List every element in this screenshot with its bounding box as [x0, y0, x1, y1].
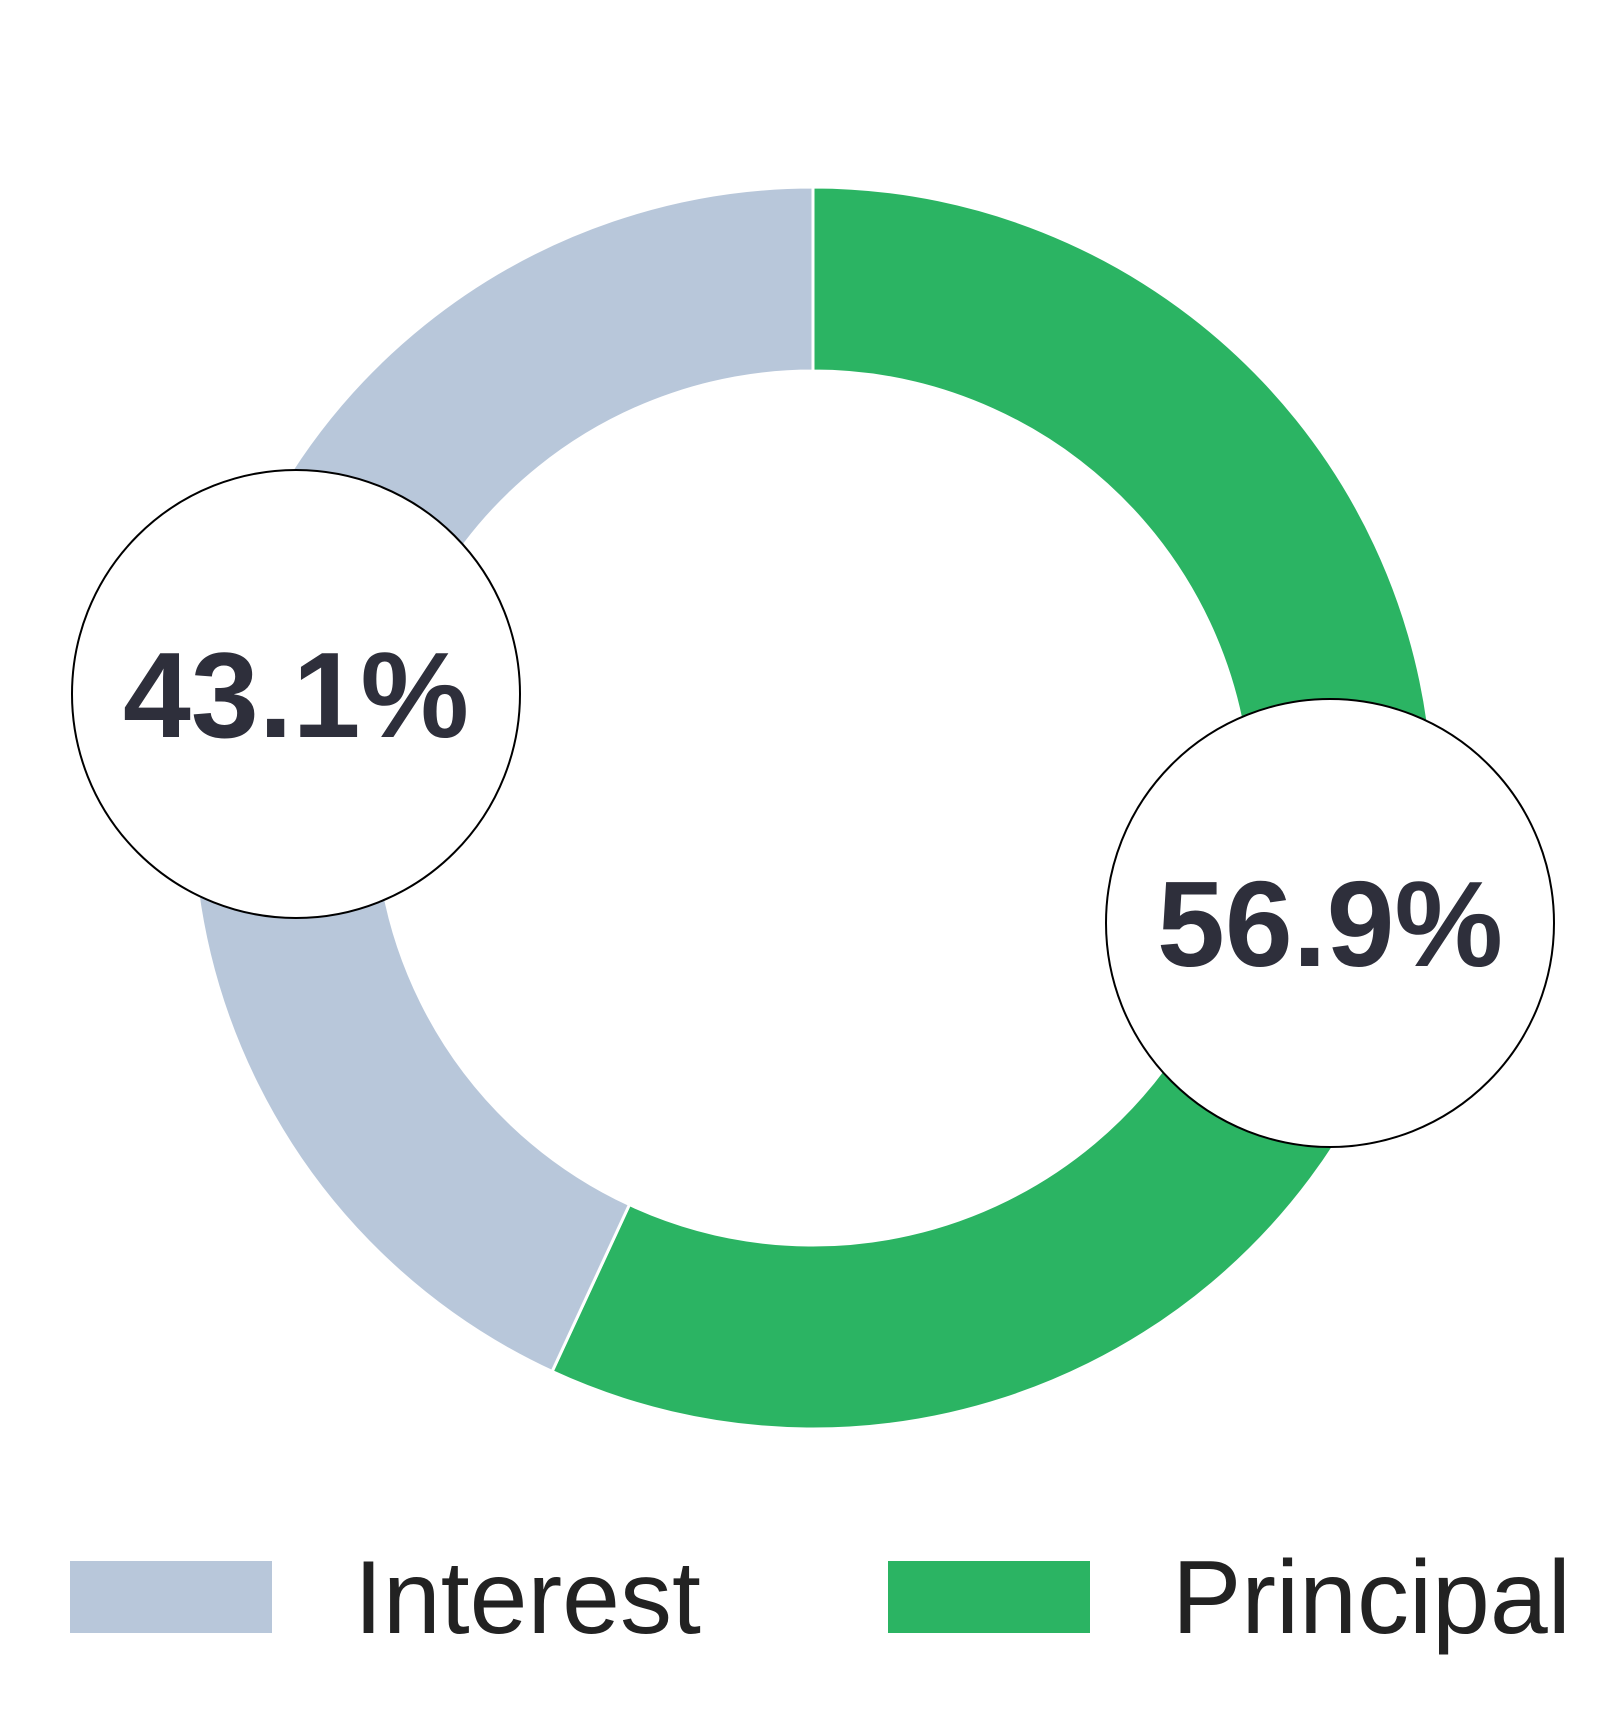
legend-label-interest: Interest [354, 1540, 701, 1656]
data-label-principal: 56.9% [1157, 856, 1503, 992]
data-label-interest: 43.1% [123, 627, 469, 763]
legend: Interest Principal [70, 1540, 1571, 1656]
slice-principal [550, 185, 1436, 1431]
legend-swatch-interest [70, 1561, 272, 1633]
legend-label-principal: Principal [1172, 1540, 1571, 1656]
legend-swatch-principal [888, 1561, 1090, 1633]
data-label-bubble-principal [1105, 698, 1555, 1148]
data-label-bubble-interest [71, 469, 521, 919]
